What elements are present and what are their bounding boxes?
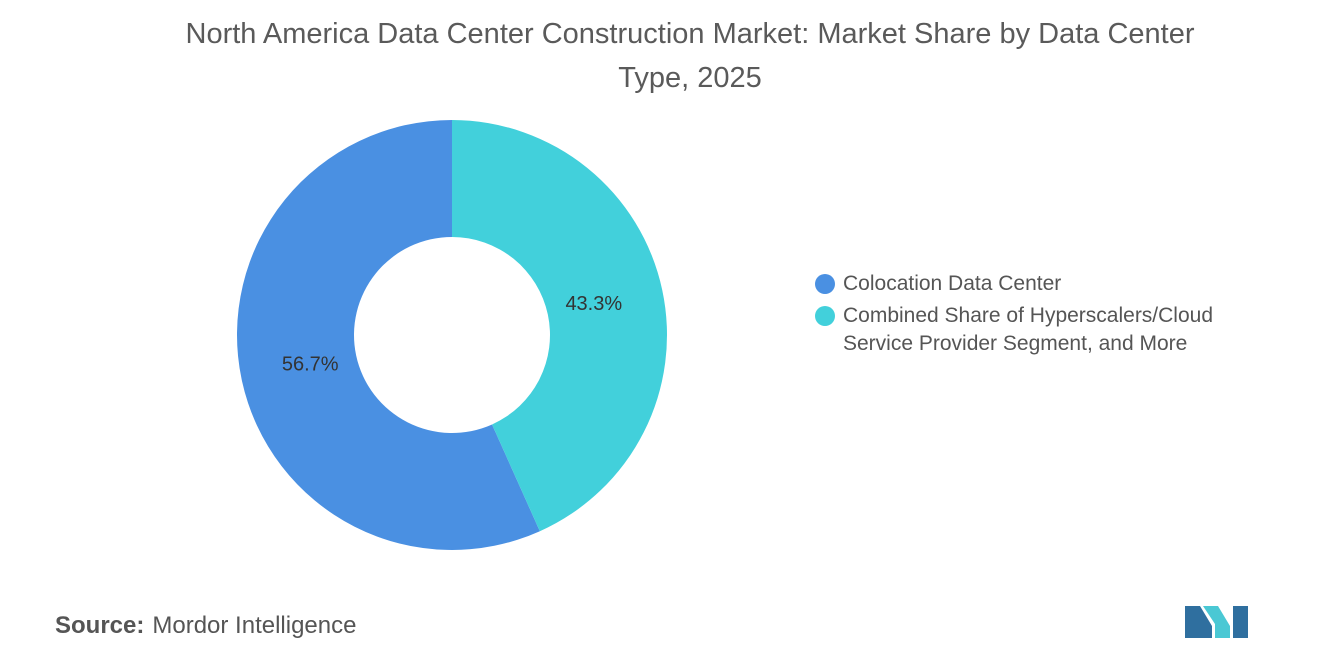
source: Source: Mordor Intelligence <box>55 612 356 640</box>
logo-shape <box>1185 606 1212 638</box>
legend-swatch <box>815 274 835 294</box>
legend: Colocation Data Center Combined Share of … <box>815 270 1255 362</box>
logo <box>1185 606 1248 638</box>
logo-shape <box>1203 606 1230 638</box>
legend-label: Combined Share of Hyperscalers/Cloud Ser… <box>843 304 1214 355</box>
logo-shape <box>1233 606 1248 638</box>
source-text: Mordor Intelligence <box>152 612 357 639</box>
chart-title: North America Data Center Construction M… <box>185 18 1195 94</box>
legend-swatch <box>815 306 835 326</box>
legend-label: Colocation Data Center <box>843 272 1062 295</box>
slice <box>237 120 540 551</box>
slice <box>452 120 668 532</box>
source-label: Source: <box>55 612 145 639</box>
legend-item: Colocation Data Center <box>815 270 1255 298</box>
legend-item: Combined Share of Hyperscalers/Cloud Ser… <box>815 302 1255 358</box>
data-label: 56.7% <box>282 354 339 376</box>
data-label: 43.3% <box>565 293 622 315</box>
